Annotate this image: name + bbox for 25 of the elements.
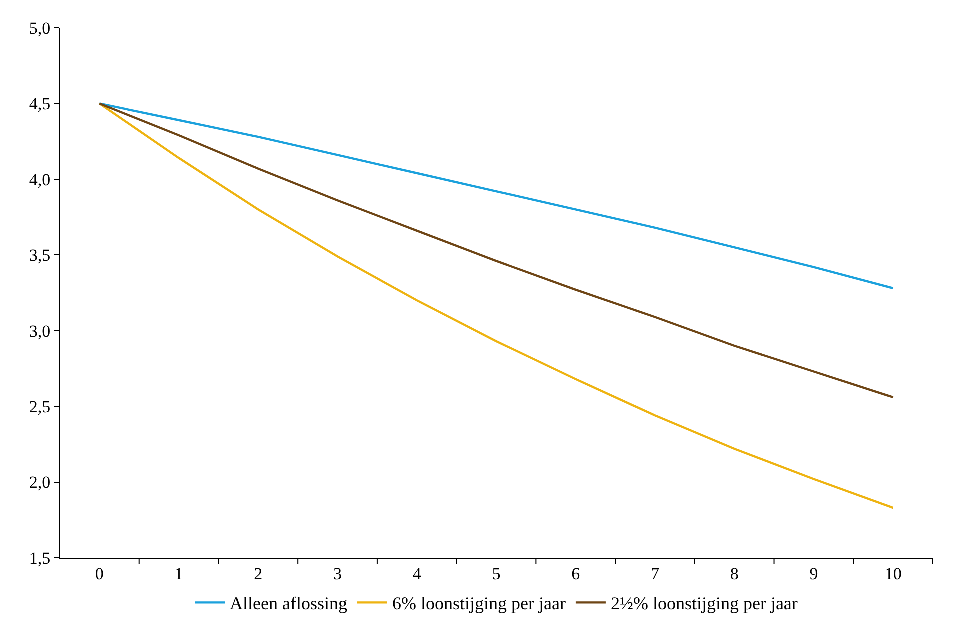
x-tick-label: 0 bbox=[95, 564, 104, 584]
y-tick-label: 3,5 bbox=[29, 246, 51, 266]
x-tick-label: 1 bbox=[174, 564, 184, 584]
x-tick-label: 2 bbox=[254, 564, 263, 584]
y-tick-label: 1,5 bbox=[29, 548, 51, 568]
legend-label: Alleen aflossing bbox=[230, 594, 348, 614]
line-series bbox=[98, 102, 894, 510]
x-tick-label: 3 bbox=[334, 564, 342, 584]
x-tick-label: 10 bbox=[884, 564, 902, 584]
x-tick-label: 6 bbox=[572, 564, 580, 584]
x-tick-label: 5 bbox=[492, 564, 501, 584]
legend-label: 6% loonstijging per jaar bbox=[392, 594, 566, 614]
y-tick-label: 2,5 bbox=[29, 398, 51, 417]
x-tick-label: 4 bbox=[412, 564, 422, 584]
x-tick-label: 8 bbox=[730, 564, 739, 584]
y-tick-label: 4,5 bbox=[29, 94, 51, 114]
line-series bbox=[98, 102, 894, 399]
y-tick-label: 3,0 bbox=[29, 322, 51, 341]
line-series bbox=[98, 102, 894, 290]
legend-label: 2½% loonstijging per jaar bbox=[610, 594, 798, 614]
x-tick-label: 9 bbox=[810, 564, 818, 584]
y-tick-label: 2,0 bbox=[29, 473, 51, 492]
y-tick-label: 4,0 bbox=[29, 170, 51, 190]
x-tick-label: 7 bbox=[650, 564, 660, 584]
y-tick-label: 5,0 bbox=[29, 18, 51, 38]
